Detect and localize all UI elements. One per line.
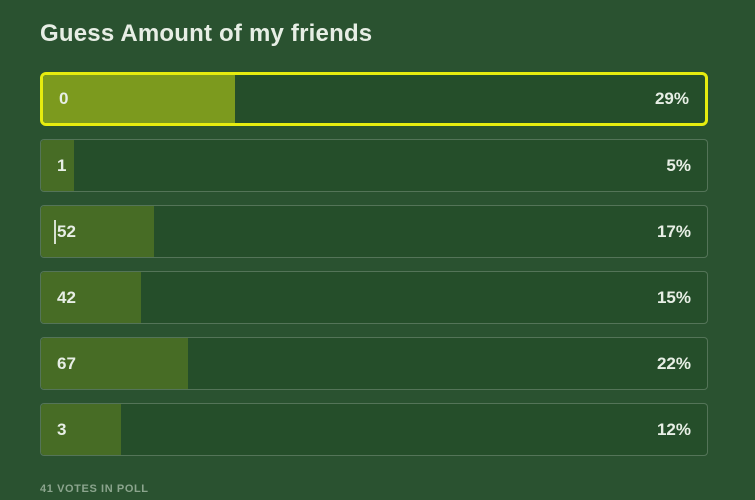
- poll-bar-fill: [41, 140, 75, 191]
- poll-votes-count: 41 VOTES IN POLL: [40, 483, 149, 495]
- poll-option-1[interactable]: 1 5%: [40, 139, 708, 192]
- poll-option-5[interactable]: 3 12%: [40, 403, 708, 456]
- poll-option-label: 42: [57, 287, 76, 307]
- poll-option-4[interactable]: 67 22%: [40, 337, 708, 390]
- poll-option-3[interactable]: 42 15%: [40, 271, 708, 324]
- poll-option-label: 67: [57, 353, 76, 373]
- poll-option-percent: 12%: [656, 419, 691, 439]
- poll-option-percent: 5%: [666, 155, 691, 175]
- poll-bar-fill: [41, 338, 188, 389]
- poll-title: Guess Amount of my friends: [40, 20, 373, 47]
- poll-bar-fill: [41, 404, 121, 455]
- poll-option-label: 52: [57, 221, 76, 241]
- poll-option-percent: 29%: [654, 89, 689, 108]
- poll-option-label: 3: [57, 419, 67, 439]
- poll-options-list: 0 29% 1 5% 52 17% 42 15% 67 22% 3 12%: [40, 72, 708, 469]
- poll-option-percent: 17%: [656, 221, 691, 241]
- poll-option-percent: 22%: [656, 353, 691, 373]
- poll-option-label: 1: [57, 155, 67, 175]
- poll-option-percent: 15%: [656, 287, 691, 307]
- poll-bar-fill: [41, 206, 155, 257]
- poll-bar-fill: [41, 272, 141, 323]
- poll-bar-fill: [43, 75, 235, 123]
- poll-option-label: 0: [59, 89, 69, 108]
- text-cursor: [54, 219, 56, 244]
- poll-option-0[interactable]: 0 29%: [40, 72, 708, 126]
- poll-option-2[interactable]: 52 17%: [40, 205, 708, 258]
